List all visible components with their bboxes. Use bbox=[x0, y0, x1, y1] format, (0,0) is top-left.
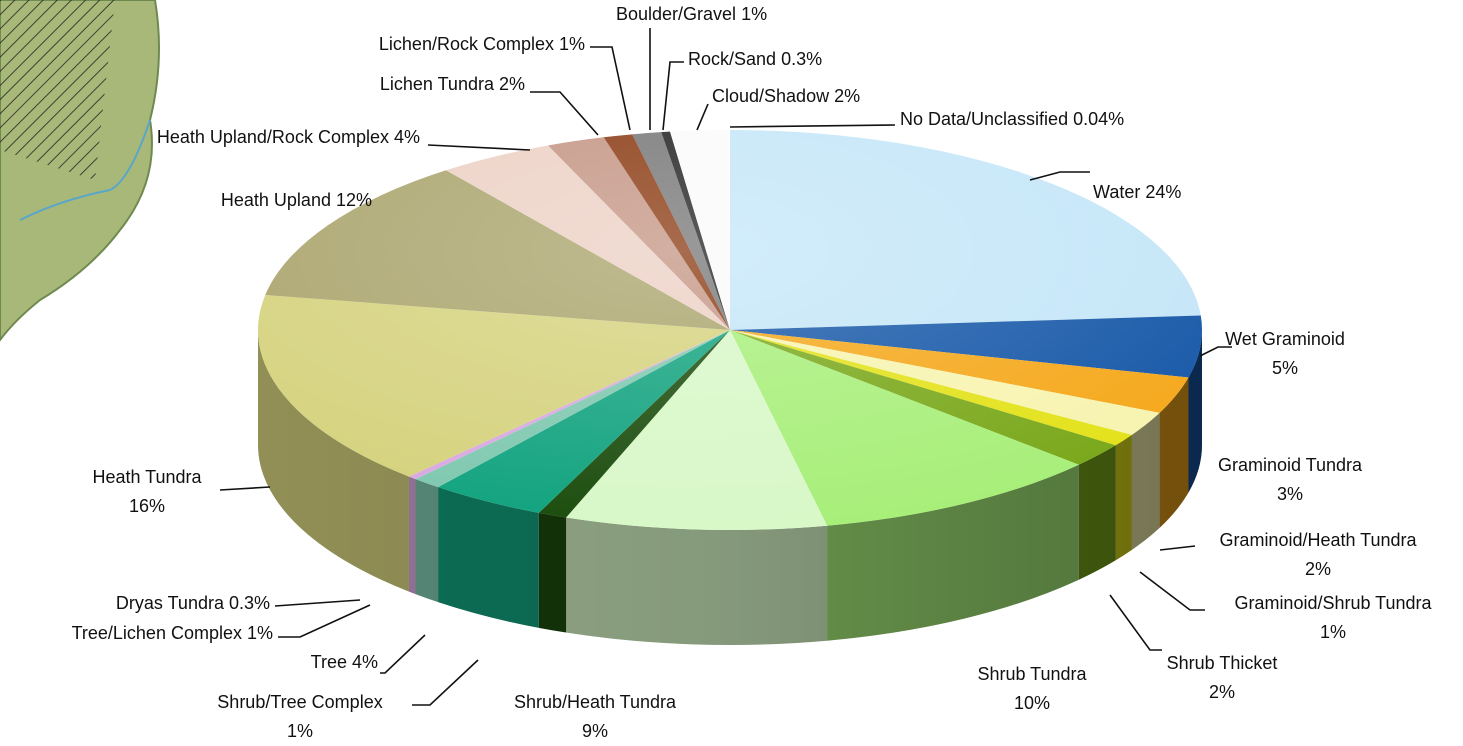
category-label: Heath Tundra bbox=[92, 467, 202, 487]
value-label: 5% bbox=[1272, 358, 1298, 378]
leader-line bbox=[278, 605, 370, 637]
category-label: Dryas Tundra bbox=[116, 593, 225, 613]
gloss bbox=[258, 130, 1202, 530]
page: Water24% Wet Graminoid 5% Graminoid Tundra 3… bbox=[0, 0, 1463, 746]
category-label: Heath Upland bbox=[221, 190, 331, 210]
value-label: 3% bbox=[1277, 484, 1303, 504]
value-label: 2% bbox=[834, 86, 860, 106]
value-label: 10% bbox=[1014, 693, 1050, 713]
leader-line bbox=[730, 125, 895, 127]
value-label: 2% bbox=[1305, 559, 1331, 579]
value-label: 0.3% bbox=[781, 49, 822, 69]
category-label: Graminoid/Shrub Tundra bbox=[1234, 593, 1432, 613]
category-label: Cloud/Shadow bbox=[712, 86, 830, 106]
leader-line bbox=[1030, 172, 1090, 180]
leader-line bbox=[663, 62, 684, 130]
value-label: 12% bbox=[336, 190, 372, 210]
category-label: Lichen/Rock Complex bbox=[379, 34, 554, 54]
category-label: Water bbox=[1093, 182, 1140, 202]
category-label: Boulder/Gravel bbox=[616, 4, 736, 24]
leader-line bbox=[275, 600, 360, 606]
category-label: Rock/Sand bbox=[688, 49, 776, 69]
category-label: Shrub Tundra bbox=[977, 664, 1087, 684]
chart: Water24% Wet Graminoid 5% Graminoid Tundra 3… bbox=[0, 0, 1463, 741]
leader-line bbox=[1110, 595, 1162, 650]
leader-line bbox=[590, 47, 630, 130]
value-label: 0.04% bbox=[1073, 109, 1124, 129]
category-label: Shrub/Tree Complex bbox=[217, 692, 382, 712]
category-label: Heath Upland/Rock Complex bbox=[157, 127, 389, 147]
category-label: Graminoid/Heath Tundra bbox=[1219, 530, 1417, 550]
value-label: 2% bbox=[1209, 682, 1235, 702]
category-label: Shrub Thicket bbox=[1167, 653, 1278, 673]
value-label: 1% bbox=[741, 4, 767, 24]
value-label: 1% bbox=[1320, 622, 1346, 642]
background-map bbox=[0, 0, 159, 340]
value-label: 16% bbox=[129, 496, 165, 516]
category-label: No Data/Unclassified bbox=[900, 109, 1068, 129]
leader-line bbox=[1140, 572, 1205, 610]
value-label: 4% bbox=[352, 652, 378, 672]
category-label: Wet Graminoid bbox=[1225, 329, 1345, 349]
value-label: 2% bbox=[499, 74, 525, 94]
leader-line bbox=[220, 487, 270, 490]
value-label: 1% bbox=[559, 34, 585, 54]
category-label: Tree/Lichen Complex bbox=[72, 623, 242, 643]
value-label: 24% bbox=[1145, 182, 1181, 202]
category-label: Tree bbox=[311, 652, 347, 672]
leader-line bbox=[1160, 546, 1195, 550]
leader-line bbox=[380, 635, 425, 673]
value-label: 1% bbox=[247, 623, 273, 643]
leader-line bbox=[412, 660, 478, 705]
value-label: 1% bbox=[287, 721, 313, 741]
category-label: Lichen Tundra bbox=[380, 74, 495, 94]
category-label: Shrub/Heath Tundra bbox=[514, 692, 677, 712]
leader-line bbox=[428, 145, 530, 150]
value-label: 0.3% bbox=[229, 593, 270, 613]
pie-tops bbox=[258, 130, 1202, 530]
value-label: 4% bbox=[394, 127, 420, 147]
category-label: Graminoid Tundra bbox=[1218, 455, 1363, 475]
leader-line bbox=[697, 104, 708, 130]
value-label: 9% bbox=[582, 721, 608, 741]
leader-line bbox=[530, 92, 598, 135]
